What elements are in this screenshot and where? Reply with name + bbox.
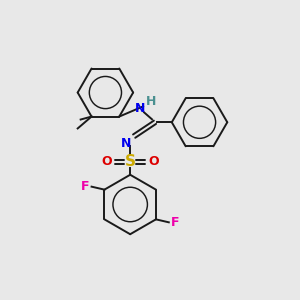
Text: O: O	[149, 155, 159, 168]
Text: S: S	[125, 154, 136, 169]
Text: N: N	[135, 102, 145, 115]
Text: H: H	[146, 95, 156, 108]
Text: F: F	[170, 216, 179, 229]
Text: N: N	[121, 136, 131, 150]
Text: O: O	[101, 155, 112, 168]
Text: F: F	[81, 180, 90, 193]
